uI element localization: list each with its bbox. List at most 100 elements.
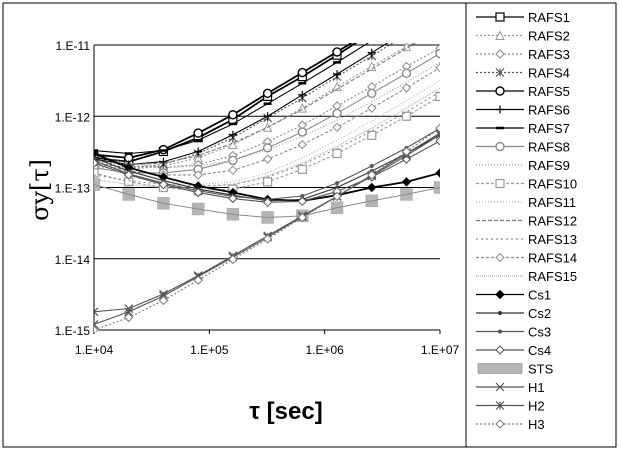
x-tick-label: 1.E+05 bbox=[190, 343, 229, 357]
legend-marker bbox=[498, 311, 502, 315]
legend-marker bbox=[495, 289, 505, 300]
legend-item-rafs6: RAFS6 bbox=[476, 103, 570, 118]
legend-item-rafs13: RAFS13 bbox=[476, 232, 577, 247]
data-point bbox=[297, 127, 308, 137]
y-tick-label: 1.E-13 bbox=[55, 182, 91, 196]
series-rafs11 bbox=[94, 79, 440, 186]
data-point bbox=[263, 112, 272, 121]
legend-item-rafs10: RAFS10 bbox=[476, 177, 577, 192]
legend-item-h3: H3 bbox=[476, 417, 545, 432]
series-line bbox=[94, 79, 440, 186]
legend-item-rafs7: RAFS7 bbox=[476, 121, 570, 136]
legend-marker bbox=[495, 345, 505, 355]
legend-label: RAFS2 bbox=[528, 29, 570, 44]
data-point bbox=[94, 307, 99, 317]
legend-item-rafs15: RAFS15 bbox=[476, 269, 577, 284]
data-point bbox=[297, 67, 308, 78]
legend: RAFS1 RAFS2 RAFS3 RAFS4 RAFS5 RAFS6 RAFS7 RAFS8… bbox=[476, 10, 577, 432]
data-point bbox=[297, 212, 308, 223]
data-point bbox=[401, 177, 412, 187]
legend-item-rafs11: RAFS11 bbox=[476, 195, 576, 210]
data-point bbox=[193, 170, 203, 180]
series-rafs12 bbox=[94, 43, 417, 166]
series-rafs6 bbox=[94, 43, 389, 169]
legend-label: H1 bbox=[528, 380, 545, 395]
legend-label: RAFS12 bbox=[528, 214, 577, 229]
data-point bbox=[367, 182, 377, 193]
data-point bbox=[228, 155, 238, 166]
data-point bbox=[298, 90, 307, 99]
legend-item-cs2: Cs2 bbox=[476, 306, 551, 321]
data-point bbox=[262, 88, 273, 98]
data-point bbox=[401, 83, 412, 93]
data-point bbox=[435, 130, 440, 140]
data-point bbox=[159, 157, 168, 166]
legend-label: Cs1 bbox=[528, 288, 551, 303]
data-point bbox=[435, 48, 440, 59]
legend-marker bbox=[495, 382, 505, 392]
x-tick-label: 1.E+06 bbox=[305, 343, 344, 357]
data-point bbox=[435, 136, 440, 146]
data-point bbox=[193, 275, 203, 285]
x-tick-label: 1.E+07 bbox=[421, 343, 460, 357]
data-point bbox=[94, 325, 99, 332]
series-group bbox=[94, 43, 440, 332]
data-point bbox=[228, 130, 237, 139]
legend-item-rafs14: RAFS14 bbox=[476, 251, 577, 266]
legend-item-rafs5: RAFS5 bbox=[476, 84, 570, 99]
data-point bbox=[262, 234, 273, 244]
data-point bbox=[333, 70, 342, 79]
legend-item-h2: H2 bbox=[476, 399, 545, 414]
legend-item-rafs2: RAFS2 bbox=[476, 29, 570, 44]
legend-label: RAFS10 bbox=[528, 177, 577, 192]
data-point bbox=[367, 88, 377, 98]
series-rafs7 bbox=[94, 43, 370, 155]
data-point bbox=[401, 68, 412, 79]
data-point bbox=[367, 130, 377, 140]
series-line bbox=[94, 91, 440, 187]
y-axis-tick-labels: 1.E-15 1.E-14 1.E-13 1.E-12 1.E-11 bbox=[55, 39, 91, 338]
legend-label: RAFS9 bbox=[528, 158, 570, 173]
data-point bbox=[332, 47, 342, 57]
legend-label: H3 bbox=[528, 417, 545, 432]
legend-marker bbox=[495, 49, 505, 59]
legend-marker bbox=[495, 401, 505, 410]
data-point bbox=[262, 177, 273, 187]
data-point bbox=[228, 139, 238, 150]
legend-label: RAFS4 bbox=[528, 66, 570, 81]
x-tick-label: 1.E+04 bbox=[75, 343, 114, 357]
legend-item-rafs4: RAFS4 bbox=[476, 66, 570, 81]
data-point bbox=[94, 319, 99, 329]
legend-label: RAFS13 bbox=[528, 232, 577, 247]
legend-marker bbox=[495, 68, 505, 77]
data-point bbox=[332, 191, 342, 202]
legend-marker bbox=[496, 105, 504, 114]
legend-label: Cs3 bbox=[528, 325, 551, 340]
data-point bbox=[401, 111, 412, 121]
legend-label: RAFS5 bbox=[528, 84, 570, 99]
data-point bbox=[94, 178, 101, 191]
data-point bbox=[300, 193, 305, 198]
legend-item-rafs1: RAFS1 bbox=[476, 10, 570, 25]
series-line bbox=[94, 184, 440, 218]
legend-item-rafs3: RAFS3 bbox=[476, 47, 570, 62]
x-axis-tick-labels: 1.E+04 1.E+05 1.E+06 1.E+07 bbox=[75, 343, 460, 357]
y-tick-label: 1.E-15 bbox=[55, 324, 91, 338]
legend-label: RAFS7 bbox=[528, 121, 570, 136]
data-point bbox=[435, 91, 440, 101]
series-h3 bbox=[94, 123, 440, 332]
data-point bbox=[297, 139, 308, 150]
legend-item-cs1: Cs1 bbox=[476, 288, 551, 303]
series-sts bbox=[94, 178, 440, 224]
legend-item-cs3: Cs3 bbox=[476, 325, 551, 340]
x-axis-label: τ [sec] bbox=[249, 398, 322, 425]
legend-label: H2 bbox=[528, 399, 545, 414]
data-point bbox=[435, 123, 440, 133]
y-tick-label: 1.E-12 bbox=[55, 110, 91, 124]
plot-area bbox=[93, 43, 441, 334]
data-point bbox=[193, 187, 203, 198]
legend-marker bbox=[495, 419, 505, 429]
legend-marker bbox=[495, 141, 505, 152]
legend-item-sts: STS bbox=[477, 362, 554, 377]
